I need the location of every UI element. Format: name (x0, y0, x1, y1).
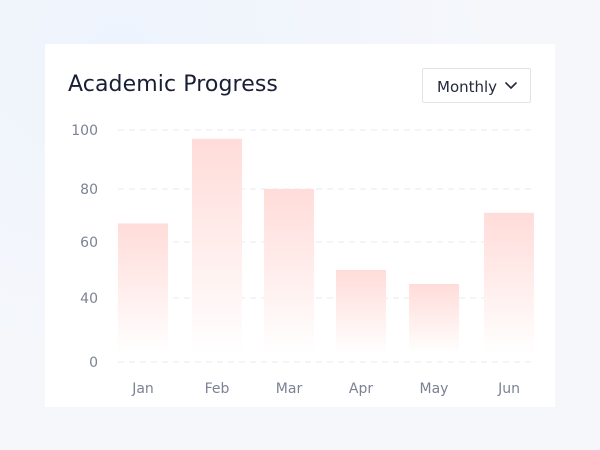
period-dropdown[interactable]: Monthly (422, 68, 531, 103)
y-tick-label: 0 (89, 355, 98, 371)
y-tick-label: 40 (80, 291, 98, 307)
period-dropdown-value: Monthly (437, 78, 498, 96)
x-tick-label: Feb (205, 381, 230, 397)
bar-apr[interactable] (336, 270, 386, 354)
x-tick-label: Jun (497, 381, 520, 397)
chevron-down-icon (505, 82, 517, 89)
x-tick-label: May (420, 381, 449, 397)
x-tick-label: Mar (276, 381, 303, 397)
bar-mar[interactable] (264, 189, 314, 354)
bar-jan[interactable] (118, 223, 168, 354)
y-tick-label: 80 (80, 182, 98, 198)
y-tick-label: 60 (80, 235, 98, 251)
bar-jun[interactable] (484, 212, 534, 354)
x-tick-label: Apr (349, 381, 373, 397)
bar-may[interactable] (409, 284, 459, 354)
y-tick-label: 100 (71, 123, 98, 139)
bar-feb[interactable] (192, 138, 242, 354)
card-title: Academic Progress (68, 72, 278, 97)
x-tick-label: Jan (131, 381, 154, 397)
academic-progress-card: Academic Progress Monthly (45, 44, 555, 407)
